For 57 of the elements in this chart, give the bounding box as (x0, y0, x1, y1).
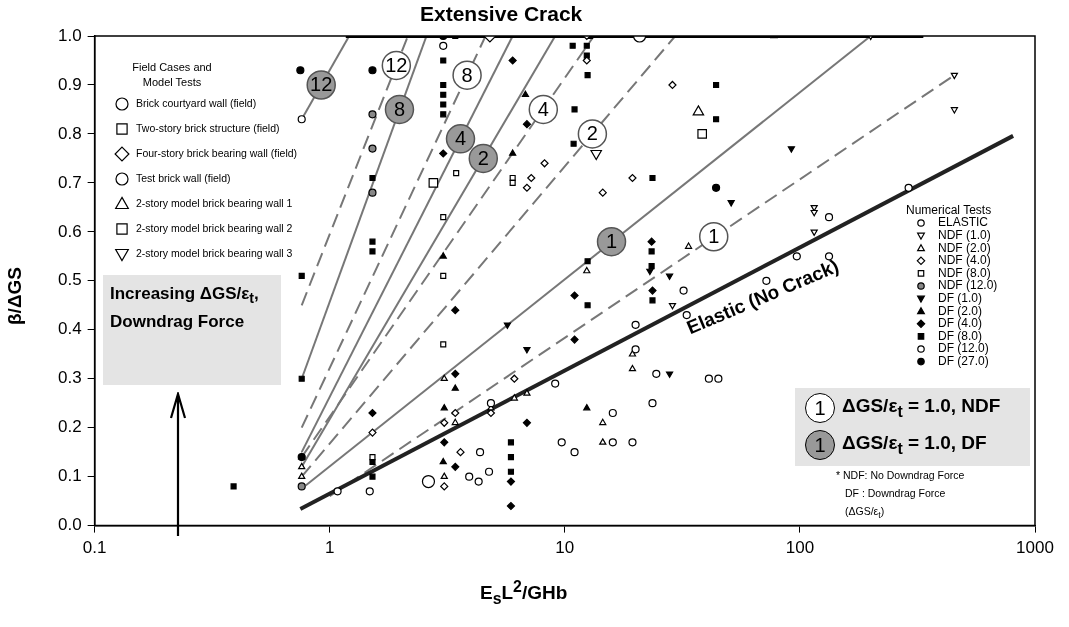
annotation: 1 (708, 225, 720, 248)
annotation: Increasing ΔGS/ε$_{t}$, Downdrag Force (110, 283, 260, 334)
annotation: 1 (605, 230, 618, 253)
y-tick-label: 0.9 (57, 74, 82, 94)
legend-label: NDF (4.0) (938, 253, 991, 268)
annotation: 4 (537, 97, 549, 120)
x-axis-title: E$_{s}$L$^{2}$/GHb (480, 578, 568, 609)
legend-label: DF (4.0) (938, 316, 983, 331)
y-tick-label: 0.2 (57, 417, 82, 437)
y-tick-label: 0.5 (57, 270, 82, 290)
y-tick-label: 0.0 (57, 515, 82, 535)
annotation: Numerical Tests (906, 203, 992, 217)
annotation: (ΔGS/ε$_{t}$) (845, 505, 885, 521)
annotation: 8 (461, 63, 473, 86)
y-tick-label: 0.8 (57, 123, 82, 143)
annotation: ΔGS/ε$_{t}$ = 1.0, NDF (842, 395, 1001, 421)
annotation: 1 (805, 393, 835, 423)
y-tick-label: 0.6 (57, 221, 82, 241)
legend-label: 2-story model brick bearing wall 1 (136, 196, 293, 209)
annotation: ΔGS/ε$_{t}$ = 1.0, DF (842, 432, 987, 458)
annotation: 2 (586, 122, 598, 145)
annotation: * NDF: No Downdrag Force (836, 469, 965, 481)
legend-label: NDF (8.0) (938, 265, 991, 280)
legend-label: NDF (12.0) (938, 278, 998, 293)
annotation: 12 (385, 53, 408, 76)
y-tick-label: 0.4 (57, 319, 82, 339)
annotation: 4 (454, 127, 467, 150)
legend-label: Four-story brick bearing wall (field) (136, 146, 298, 159)
x-tick-label: 10 (555, 538, 575, 558)
x-tick-label: 0.1 (82, 538, 107, 558)
legend-label: DF (8.0) (938, 328, 983, 343)
y-tick-label: 0.7 (57, 172, 82, 192)
legend-label: 2-story model brick bearing wall 3 (136, 246, 293, 259)
y-axis-title: β/ΔGS (4, 267, 26, 325)
x-tick-label: 1 (324, 538, 335, 558)
legend-label: Brick courtyard wall (field) (136, 96, 257, 109)
y-tick-label: 0.3 (57, 368, 82, 388)
y-tick-label: 1.0 (57, 25, 82, 45)
annotation: Field Cases and Model Tests (131, 60, 213, 90)
legend-label: Test brick wall (field) (136, 171, 231, 184)
legend-label: DF (2.0) (938, 303, 983, 318)
legend-label: DF (12.0) (938, 341, 989, 356)
annotation: DF : Downdrag Force (845, 487, 946, 499)
legend-label: Two-story brick structure (field) (136, 121, 280, 134)
legend-label: NDF (1.0) (938, 227, 991, 242)
x-tick-label: 1000 (1016, 538, 1054, 558)
text: Extensive Crack (420, 2, 583, 26)
x-tick-label: 100 (785, 538, 815, 558)
annotation: 1 (805, 430, 835, 460)
annotation: 12 (310, 73, 333, 96)
legend-label: 2-story model brick bearing wall 2 (136, 221, 293, 234)
annotation: 8 (393, 97, 406, 120)
legend-label: NDF (2.0) (938, 240, 991, 255)
y-tick-label: 0.1 (57, 466, 82, 486)
legend-label: ELASTIC (938, 215, 989, 230)
annotation: 2 (477, 146, 489, 169)
annotation: Elastic (No Crack) (683, 255, 842, 340)
